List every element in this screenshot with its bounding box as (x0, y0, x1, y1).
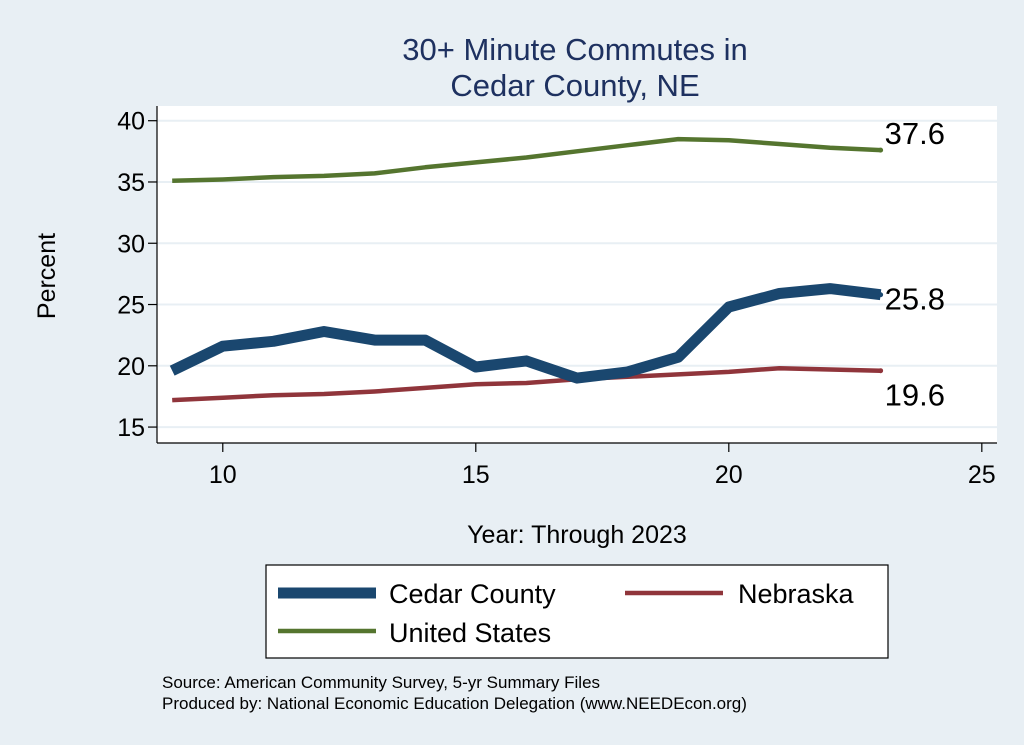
x-axis-ticks: 10 15 20 25 (209, 443, 996, 489)
y-axis-title: Percent (33, 233, 61, 319)
end-point-united-states (878, 147, 884, 153)
source-note: Source: American Community Survey, 5-yr … (162, 673, 600, 692)
series-line-cedar-county (169, 283, 882, 384)
x-tick-label-25: 25 (968, 461, 996, 489)
end-label-united-states: 37.6 (885, 116, 945, 151)
plot-area (157, 106, 997, 443)
chart-title-line-1: 30+ Minute Commutes in (402, 32, 747, 67)
legend-box (265, 564, 889, 659)
x-tick-label-10: 10 (209, 461, 237, 489)
x-tick-label-20: 20 (715, 461, 743, 489)
y-tick-label-25: 25 (117, 292, 145, 320)
x-tick-label-15: 15 (462, 461, 490, 489)
series-line-nebraska (172, 365, 881, 403)
end-label-cedar-county: 25.8 (885, 282, 945, 317)
series-line-united-states (172, 136, 881, 184)
end-labels: 25.8 19.6 37.6 (885, 116, 945, 413)
end-point-cedar-county (878, 292, 884, 298)
gridlines (157, 119, 997, 429)
end-point-nebraska (878, 368, 884, 374)
y-tick-label-15: 15 (117, 414, 145, 442)
legend-label-united-states: United States (389, 618, 551, 648)
x-axis-title: Year: Through 2023 (467, 521, 687, 549)
producer-note: Produced by: National Economic Education… (162, 694, 747, 713)
end-label-nebraska: 19.6 (885, 378, 945, 413)
y-axis-ticks: 15 20 25 30 35 40 (117, 108, 157, 442)
legend-label-nebraska: Nebraska (738, 579, 855, 609)
y-tick-label-40: 40 (117, 108, 145, 136)
chart-title-line-2: Cedar County, NE (450, 68, 699, 103)
legend-label-cedar-county: Cedar County (389, 579, 556, 609)
series-lines (169, 136, 884, 403)
y-tick-label-20: 20 (117, 353, 145, 381)
legend: Cedar County Nebraska United States (265, 564, 889, 659)
y-tick-label-30: 30 (117, 230, 145, 258)
y-tick-label-35: 35 (117, 169, 145, 197)
